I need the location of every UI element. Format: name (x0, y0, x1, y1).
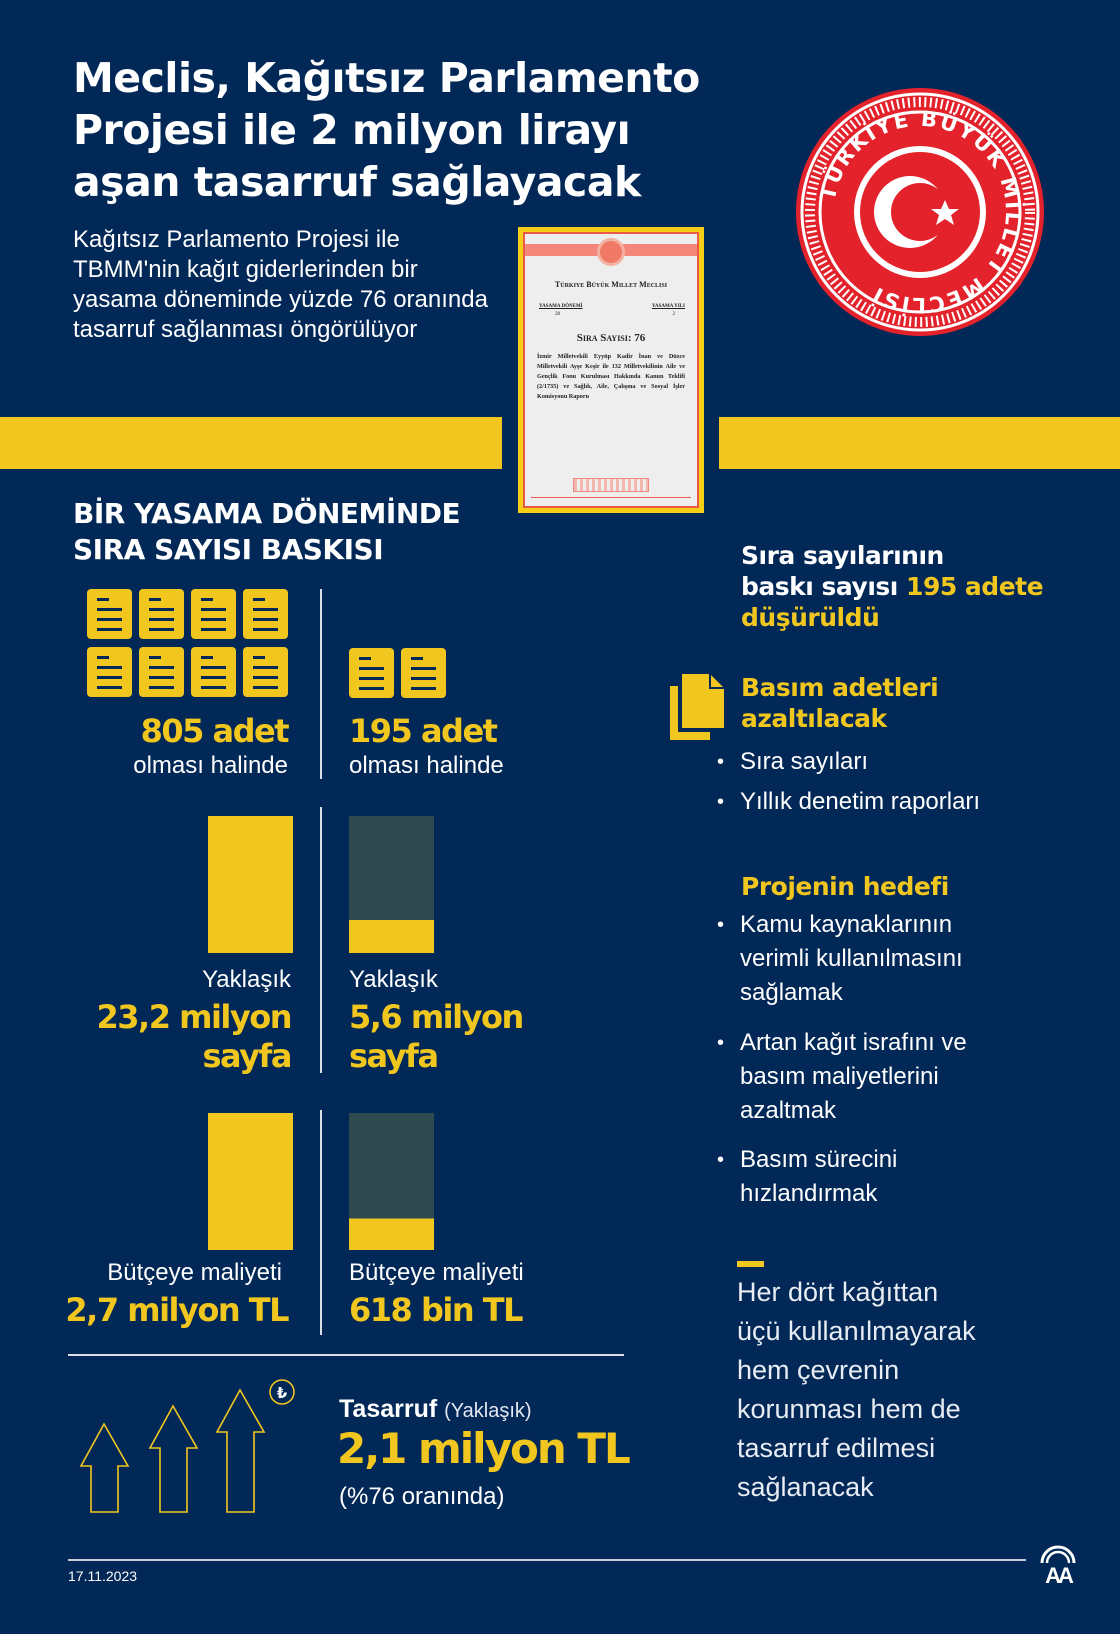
pages-after-prefix: Yaklaşık (349, 966, 438, 993)
pages-before-value: 23,2 milyon (96, 998, 293, 1036)
pages-before-unit: sayfa (202, 1037, 292, 1075)
count-before: 805 adet (140, 712, 290, 750)
document-icon (349, 648, 394, 698)
goal-line: verimli kullanılmasını (740, 945, 963, 972)
headline-line1: Sıra sayılarının (741, 541, 944, 570)
document-icon (139, 647, 184, 697)
reduce-title-line1: Basım adetleri (741, 673, 939, 702)
section-divider (68, 1354, 624, 1356)
doc-institution: Türkiye Büyük Millet Meclisi (554, 280, 668, 289)
quote-dash (737, 1261, 764, 1267)
cost-before-label: Bütçeye maliyeti (107, 1259, 282, 1286)
doc-year-label: YASAMA YILI (651, 304, 685, 309)
doc-number: Sıra Sayısı: 76 (576, 332, 646, 344)
quote-text: Her dört kağıttan üçü kullanılmayarak he… (737, 1277, 976, 1502)
documents-copy-icon (670, 674, 724, 740)
seal-small-icon (597, 238, 625, 266)
document-icon (139, 589, 184, 639)
section-heading-line1: BİR YASAMA DÖNEMİNDE (73, 497, 461, 530)
goal-line: basım maliyetlerini (740, 1063, 939, 1090)
document-icon (243, 589, 288, 639)
reduce-title-line2: azaltılacak (741, 704, 887, 733)
savings-label: Tasarruf (Yaklaşık) (339, 1395, 532, 1424)
goal-line: Basım sürecini (740, 1146, 898, 1173)
document-icon (87, 589, 132, 639)
divider (320, 1110, 322, 1335)
document-image: Türkiye Büyük Millet Meclisi YASAMA DÖNE… (518, 227, 704, 513)
section-heading: BİR YASAMA DÖNEMİNDE SIRA SAYISI BASKISI (73, 496, 461, 568)
document-icons-after (349, 648, 446, 698)
page-title: Meclis, Kağıtsız Parlamento Projesi ile … (73, 54, 700, 206)
pages-after-unit: sayfa (349, 1037, 439, 1075)
document-icons-before (87, 589, 293, 697)
reduce-item: Yıllık denetim raporları (717, 785, 980, 819)
yellow-band-right (719, 417, 1120, 469)
page-subtitle: Kağıtsız Parlamento Projesi ile TBMM'nin… (73, 226, 488, 343)
doc-body: İzmir Milletvekili Eyyüp Kadir İnan ve D… (537, 353, 685, 400)
savings-qualifier: (Yaklaşık) (444, 1400, 532, 1422)
cost-after-label: Bütçeye maliyeti (349, 1259, 524, 1286)
savings-value: 2,1 milyon TL (337, 1424, 631, 1473)
count-after: 195 adet (349, 712, 498, 750)
document-icon (191, 647, 236, 697)
goal-line: Artan kağıt israfını ve (740, 1029, 967, 1056)
pages-bar-before (208, 816, 293, 953)
goal-line: sağlamak (740, 979, 843, 1006)
document-icon (401, 648, 446, 698)
goal-item: Kamu kaynaklarının verimli kullanılmasın… (717, 908, 963, 1010)
headline-highlight: 195 adete (906, 572, 1044, 601)
footer-divider (68, 1559, 1026, 1561)
lira-icon: ₺ (277, 1384, 288, 1402)
savings-note: (%76 oranında) (339, 1483, 505, 1510)
divider (320, 589, 322, 779)
document-icon (191, 589, 236, 639)
savings-label-text: Tasarruf (339, 1395, 438, 1423)
aa-logo: AA (1040, 1545, 1077, 1585)
right-headline: Sıra sayılarının baskı sayısı 195 adete … (741, 540, 1044, 633)
svg-text:AA: AA (1045, 1563, 1074, 1585)
headline-line3: düşürüldü (741, 603, 880, 632)
cost-bar-after (349, 1113, 434, 1250)
doc-term-label: YASAMA DÖNEMİ (539, 304, 583, 309)
document-icon (87, 647, 132, 697)
reduce-title: Basım adetleri azaltılacak (741, 672, 939, 734)
goal-item: Artan kağıt israfını ve basım maliyetler… (717, 1026, 967, 1128)
goal-item: Basım sürecini hızlandırmak (717, 1143, 898, 1211)
section-heading-line2: SIRA SAYISI BASKISI (73, 533, 384, 566)
pages-before-prefix: Yaklaşık (202, 966, 291, 993)
doc-term-value: 28 (555, 312, 560, 317)
building-icon (573, 478, 649, 492)
tbmm-seal-logo: TÜRKİYE BÜYÜK MİLLET MECLİSİ (796, 88, 1044, 336)
goal-title: Projenin hedefi (741, 872, 949, 901)
count-before-note: olması halinde (133, 752, 288, 779)
divider (320, 807, 322, 1073)
cost-bar-before (208, 1113, 293, 1250)
headline-line2: baskı sayısı (741, 572, 907, 601)
footer-date: 17.11.2023 (68, 1568, 138, 1584)
cost-after-value: 618 bin TL (349, 1291, 523, 1329)
pages-after-value: 5,6 milyon (349, 998, 524, 1036)
goal-line: azaltmak (740, 1097, 837, 1124)
count-after-note: olması halinde (349, 752, 504, 779)
goal-line: Kamu kaynaklarının (740, 911, 953, 938)
cost-before-value: 2,7 milyon TL (65, 1291, 289, 1329)
doc-year-value: 2 (672, 312, 676, 317)
document-icon (243, 647, 288, 697)
goal-line: hızlandırmak (740, 1180, 878, 1207)
reduce-item: Sıra sayıları (717, 745, 868, 779)
yellow-band-left (0, 417, 502, 469)
pages-bar-after (349, 816, 434, 953)
rising-arrows-icon: ₺ (79, 1379, 295, 1513)
